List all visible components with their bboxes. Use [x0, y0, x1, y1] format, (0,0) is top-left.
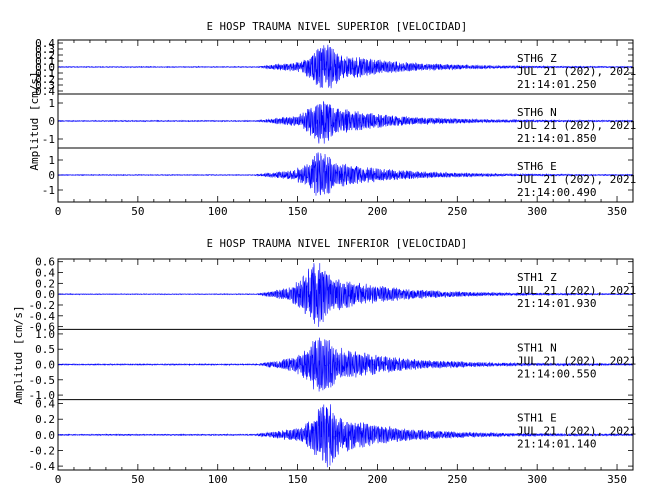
y-tick-label: 0.0: [35, 429, 55, 442]
x-tick-label: 100: [208, 205, 228, 218]
x-tick-label: 150: [288, 205, 308, 218]
y-tick-label: 0.0: [35, 359, 55, 372]
y-tick-label: 0: [48, 115, 55, 128]
x-tick-label: 300: [527, 473, 547, 486]
station-label: STH6 Z: [517, 52, 557, 65]
time-label: 21:14:00.490: [517, 186, 596, 199]
y-tick-label: 0.3: [35, 79, 55, 92]
y-tick-label: -0.5: [29, 374, 56, 387]
y-tick-label: 0.2: [35, 73, 55, 86]
y-tick-label: 0.4: [35, 85, 55, 98]
waveform-sth1-n: [57, 337, 634, 392]
y-tick-label: 0.5: [35, 343, 55, 356]
waveform-sth6-z: [57, 44, 634, 89]
x-tick-label: 350: [607, 205, 627, 218]
chart-title-upper: E HOSP TRAUMA NIVEL SUPERIOR [VELOCIDAD]: [207, 21, 468, 33]
y-tick-label: 0.2: [35, 277, 55, 290]
y-tick-label: 0.4: [35, 398, 55, 411]
y-tick-label: -1.0: [29, 389, 56, 402]
y-tick-label: 0.3: [35, 43, 55, 56]
x-tick-label: 200: [368, 205, 388, 218]
time-label: 21:14:01.930: [517, 297, 596, 310]
x-tick-label: 50: [131, 205, 144, 218]
time-label: 21:14:01.850: [517, 132, 596, 145]
x-tick-label: 100: [208, 473, 228, 486]
y-tick-label: 1.0: [35, 328, 55, 341]
date-label: JUL 21 (202), 2021: [517, 119, 636, 132]
x-tick-label: 250: [447, 473, 467, 486]
x-tick-label: 50: [131, 473, 144, 486]
y-axis-label-lower: Amplitud [cm/s]: [12, 305, 25, 404]
y-tick-label: -0.4: [29, 460, 56, 473]
y-tick-label: 0.0: [35, 288, 55, 301]
y-tick-label: -0.2: [29, 444, 56, 457]
station-label: STH1 N: [517, 341, 557, 354]
date-label: JUL 21 (202), 2021: [517, 354, 636, 367]
station-label: STH6 E: [517, 160, 557, 173]
y-tick-label: 0.1: [35, 67, 55, 80]
y-tick-label: 0.6: [35, 256, 55, 269]
y-tick-label: 0.2: [35, 49, 55, 62]
date-label: JUL 21 (202), 2021: [517, 284, 636, 297]
lower-level-chart: E HOSP TRAUMA NIVEL INFERIOR [VELOCIDAD]…: [12, 238, 636, 486]
time-label: 21:14:00.550: [517, 367, 596, 380]
chart-title-lower: E HOSP TRAUMA NIVEL INFERIOR [VELOCIDAD]: [207, 238, 468, 250]
y-axis-label-upper: Amplitud [cm/s]: [28, 71, 41, 170]
y-tick-label: -1: [42, 184, 55, 197]
x-tick-label: 200: [368, 473, 388, 486]
y-tick-label: 1: [48, 97, 55, 110]
y-tick-label: -1: [42, 133, 55, 146]
y-tick-label: 1: [48, 154, 55, 167]
station-label: STH1 Z: [517, 271, 557, 284]
date-label: JUL 21 (202), 2021: [517, 173, 636, 186]
upper-level-chart: E HOSP TRAUMA NIVEL SUPERIOR [VELOCIDAD]…: [28, 21, 636, 218]
y-tick-label: 0.0: [35, 61, 55, 74]
waveform-sth1-e: [57, 404, 633, 468]
station-label: STH6 N: [517, 106, 557, 119]
x-tick-label: 300: [527, 205, 547, 218]
station-label: STH1 E: [517, 412, 557, 425]
date-label: JUL 21 (202), 2021: [517, 65, 636, 78]
x-tick-label: 0: [55, 205, 62, 218]
y-tick-label: 0.1: [35, 55, 55, 68]
x-tick-label: 150: [288, 473, 308, 486]
x-tick-label: 350: [607, 473, 627, 486]
y-tick-label: 0: [48, 169, 55, 182]
y-tick-label: -0.4: [29, 310, 56, 323]
y-tick-label: 0.4: [35, 37, 55, 50]
time-label: 21:14:01.250: [517, 78, 596, 91]
waveform-sth6-e: [57, 152, 633, 196]
y-tick-label: 0.2: [35, 413, 55, 426]
date-label: JUL 21 (202), 2021: [517, 425, 636, 438]
time-label: 21:14:01.140: [517, 438, 596, 451]
waveform-sth1-z: [57, 263, 634, 327]
x-tick-label: 250: [447, 205, 467, 218]
x-tick-label: 0: [55, 473, 62, 486]
y-tick-label: 0.4: [35, 267, 55, 280]
y-tick-label: -0.6: [29, 321, 56, 334]
waveform-sth6-n: [57, 100, 634, 144]
y-tick-label: -0.2: [29, 299, 56, 312]
